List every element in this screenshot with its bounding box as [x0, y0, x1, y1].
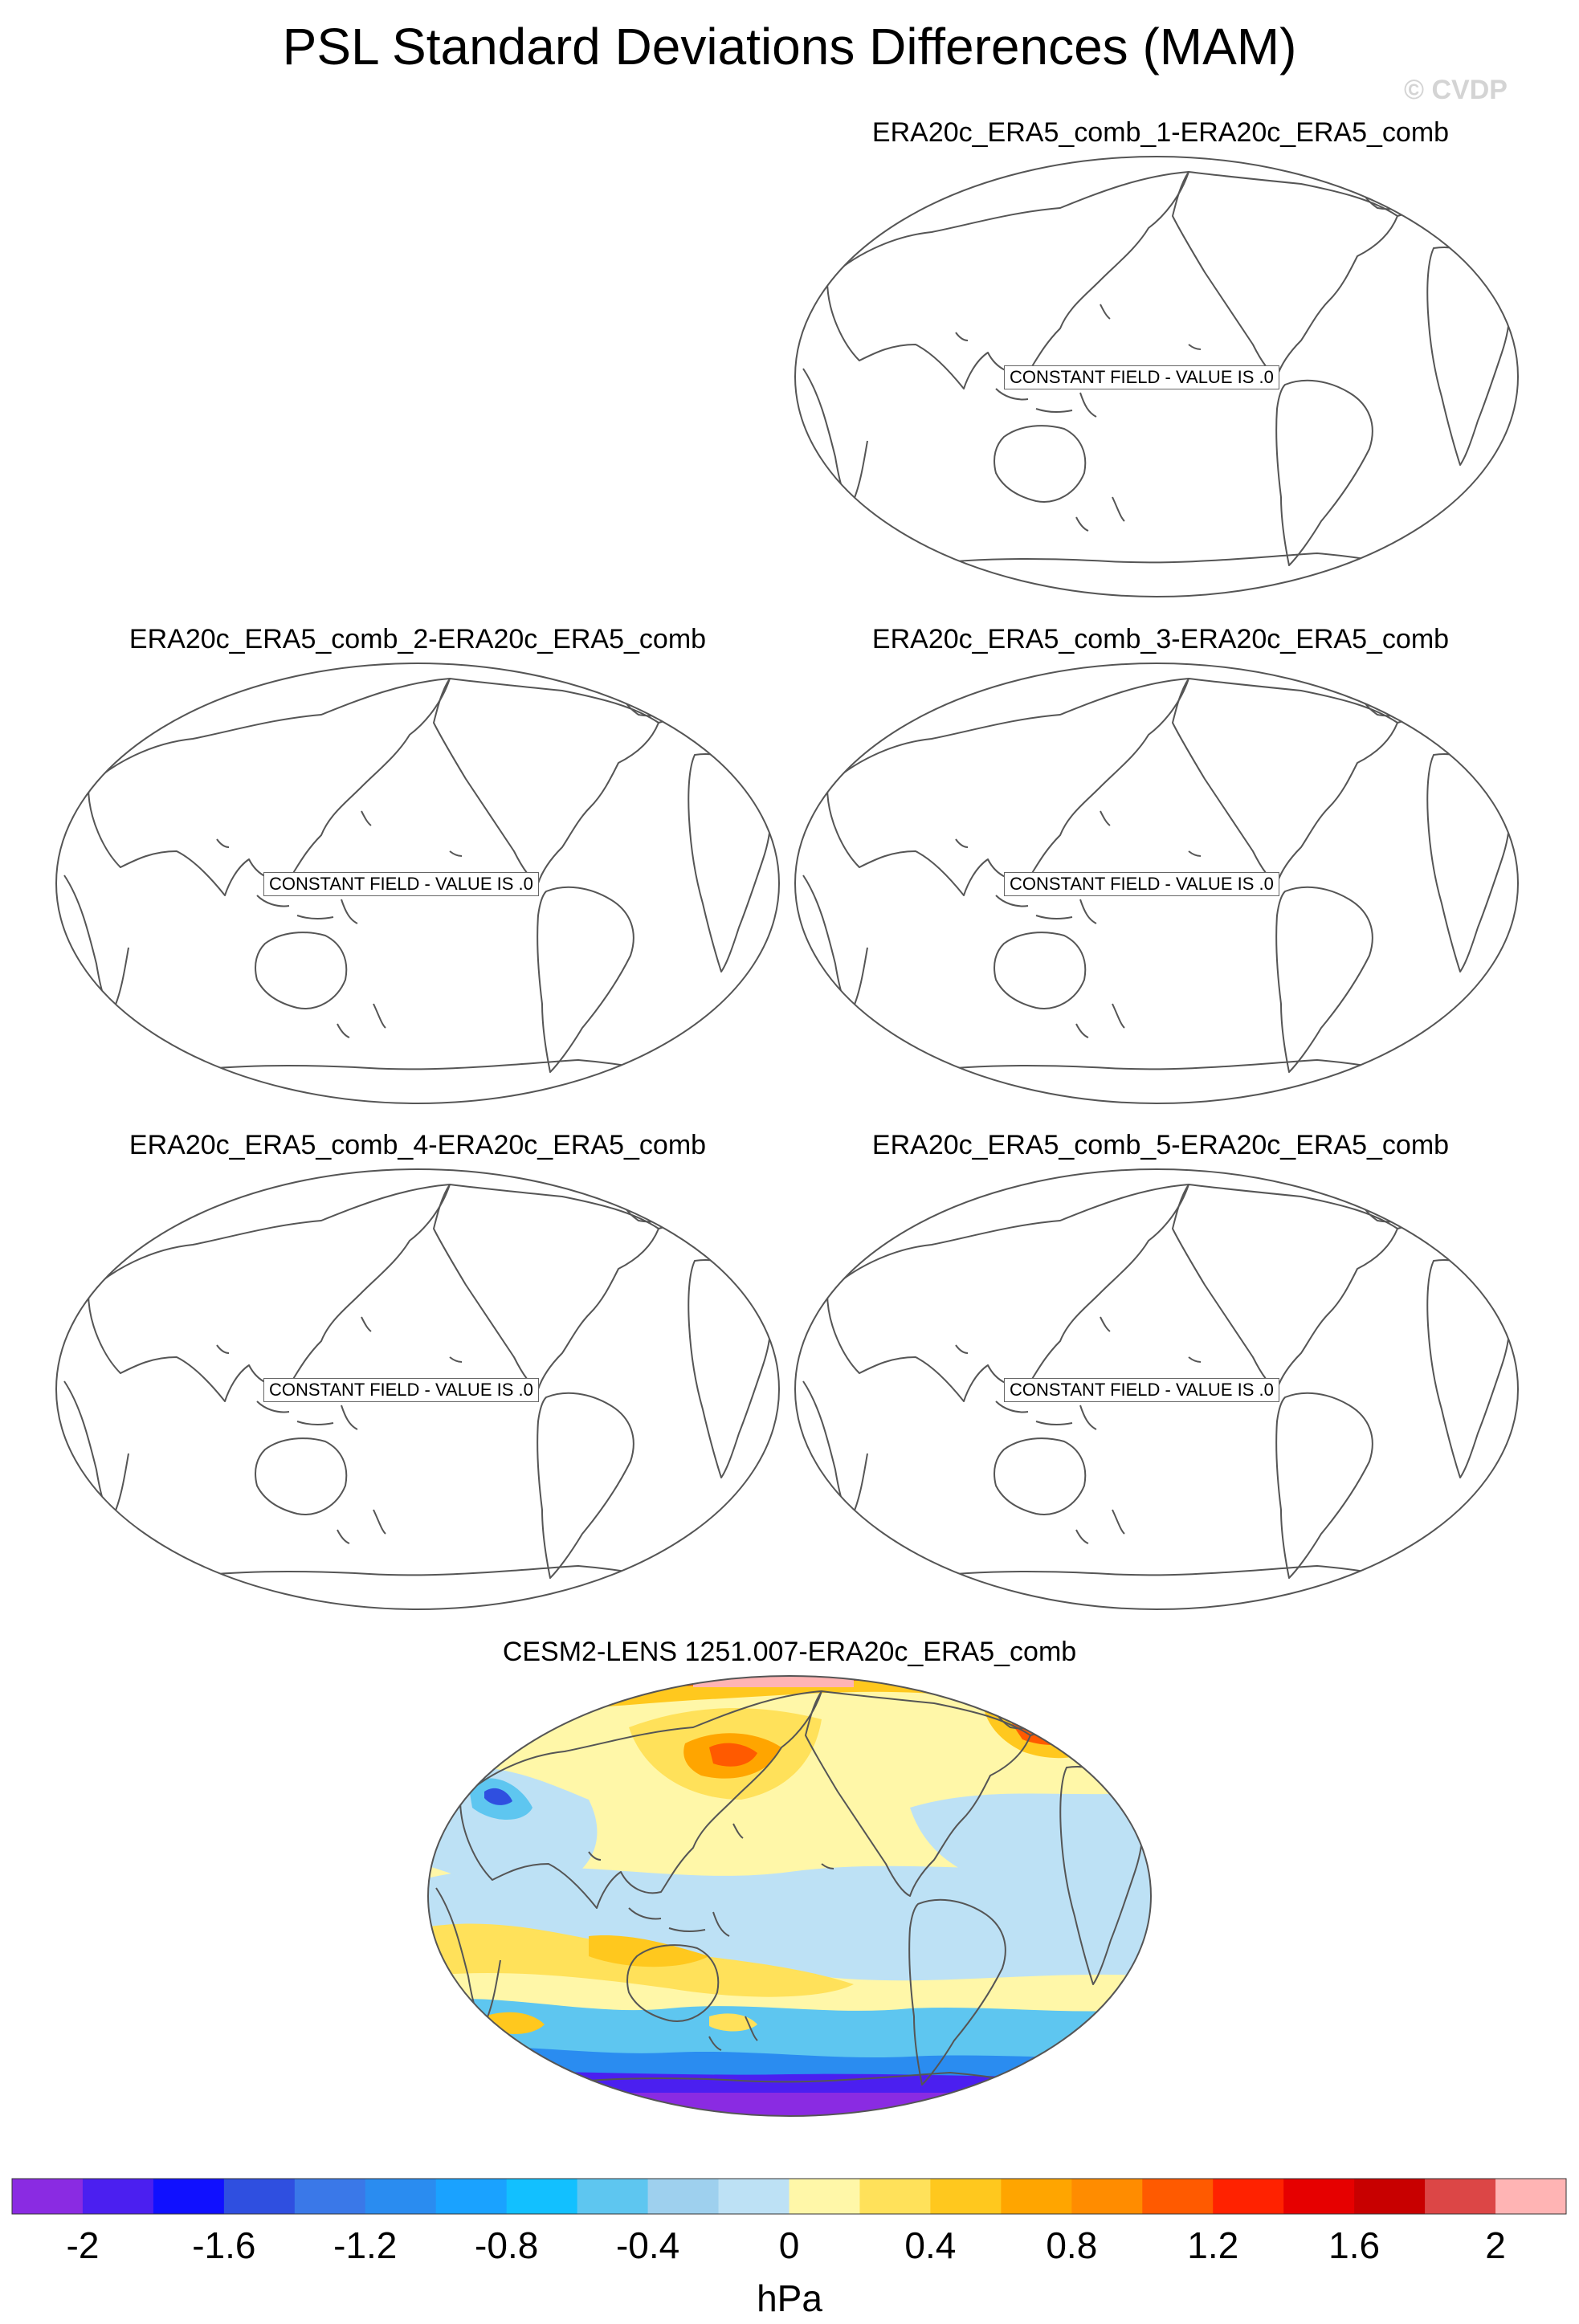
- colorbar-swatch: [223, 2179, 296, 2214]
- colorbar-tick-label: -1.2: [333, 2224, 397, 2266]
- colorbar-swatch: [435, 2179, 508, 2214]
- watermark: © CVDP: [1404, 75, 1508, 105]
- colorbar-tick-label: 2: [1485, 2224, 1506, 2266]
- panel-title-4: ERA20c_ERA5_comb_4-ERA20c_ERA5_comb: [129, 1130, 707, 1160]
- constant-field-note-1: CONSTANT FIELD - VALUE IS .0: [1004, 365, 1279, 389]
- colorbar-tick-label: 0.4: [904, 2224, 956, 2266]
- colorbar-tick-label: -1.6: [192, 2224, 255, 2266]
- colorbar-unit: hPa: [757, 2277, 822, 2319]
- panel-title-1: ERA20c_ERA5_comb_1-ERA20c_ERA5_comb: [871, 117, 1450, 148]
- colorbar-swatch: [1071, 2179, 1143, 2214]
- colorbar-swatch: [1283, 2179, 1355, 2214]
- colorbar-tick-label: 1.2: [1187, 2224, 1238, 2266]
- colorbar-tick-label: -0.4: [616, 2224, 679, 2266]
- constant-field-note-3: CONSTANT FIELD - VALUE IS .0: [1004, 872, 1279, 896]
- colorbar-swatch: [789, 2179, 860, 2214]
- colorbar-swatch: [718, 2179, 790, 2214]
- colorbar-swatch: [1001, 2179, 1072, 2214]
- constant-field-note-2: CONSTANT FIELD - VALUE IS .0: [263, 872, 539, 896]
- colorbar-swatch: [294, 2179, 366, 2214]
- colorbar-swatch: [577, 2179, 649, 2214]
- colorbar-swatch: [1425, 2179, 1496, 2214]
- colorbar-swatch: [1142, 2179, 1214, 2214]
- figure-title: PSL Standard Deviations Differences (MAM…: [282, 18, 1297, 75]
- colorbar-swatch: [365, 2179, 437, 2214]
- constant-field-note-4: CONSTANT FIELD - VALUE IS .0: [263, 1378, 539, 1402]
- panel-title-5: ERA20c_ERA5_comb_5-ERA20c_ERA5_comb: [871, 1130, 1450, 1160]
- panel-title-6: CESM2-LENS 1251.007-ERA20c_ERA5_comb: [502, 1637, 1077, 1667]
- colorbar-swatch: [1354, 2179, 1426, 2214]
- colorbar-tick-label: 0: [779, 2224, 800, 2266]
- colorbar-swatch: [506, 2179, 578, 2214]
- constant-field-note-5: CONSTANT FIELD - VALUE IS .0: [1004, 1378, 1279, 1402]
- map-panel-6: [427, 1675, 1152, 2117]
- colorbar-swatch: [859, 2179, 931, 2214]
- colorbar-swatch: [930, 2179, 1002, 2214]
- colorbar-swatch: [647, 2179, 720, 2214]
- colorbar-swatch: [153, 2179, 225, 2214]
- colorbar-swatch: [1495, 2179, 1567, 2214]
- colorbar-tick-label: 0.8: [1046, 2224, 1097, 2266]
- colorbar: -2 -1.6 -1.2 -0.8 -0.4 0 0.4 0.8 1.2 1.6 2: [11, 2178, 1567, 2266]
- colorbar-tick-label: 1.6: [1328, 2224, 1380, 2266]
- colorbar-swatch: [1213, 2179, 1284, 2214]
- colorbar-swatch: [12, 2179, 84, 2214]
- colorbar-tick-label: -0.8: [475, 2224, 538, 2266]
- panel-title-2: ERA20c_ERA5_comb_2-ERA20c_ERA5_comb: [129, 624, 707, 654]
- colorbar-swatch: [82, 2179, 154, 2214]
- colorbar-tick-label: -2: [67, 2224, 100, 2266]
- panel-title-3: ERA20c_ERA5_comb_3-ERA20c_ERA5_comb: [871, 624, 1450, 654]
- colorbar-outline: [11, 2178, 1567, 2215]
